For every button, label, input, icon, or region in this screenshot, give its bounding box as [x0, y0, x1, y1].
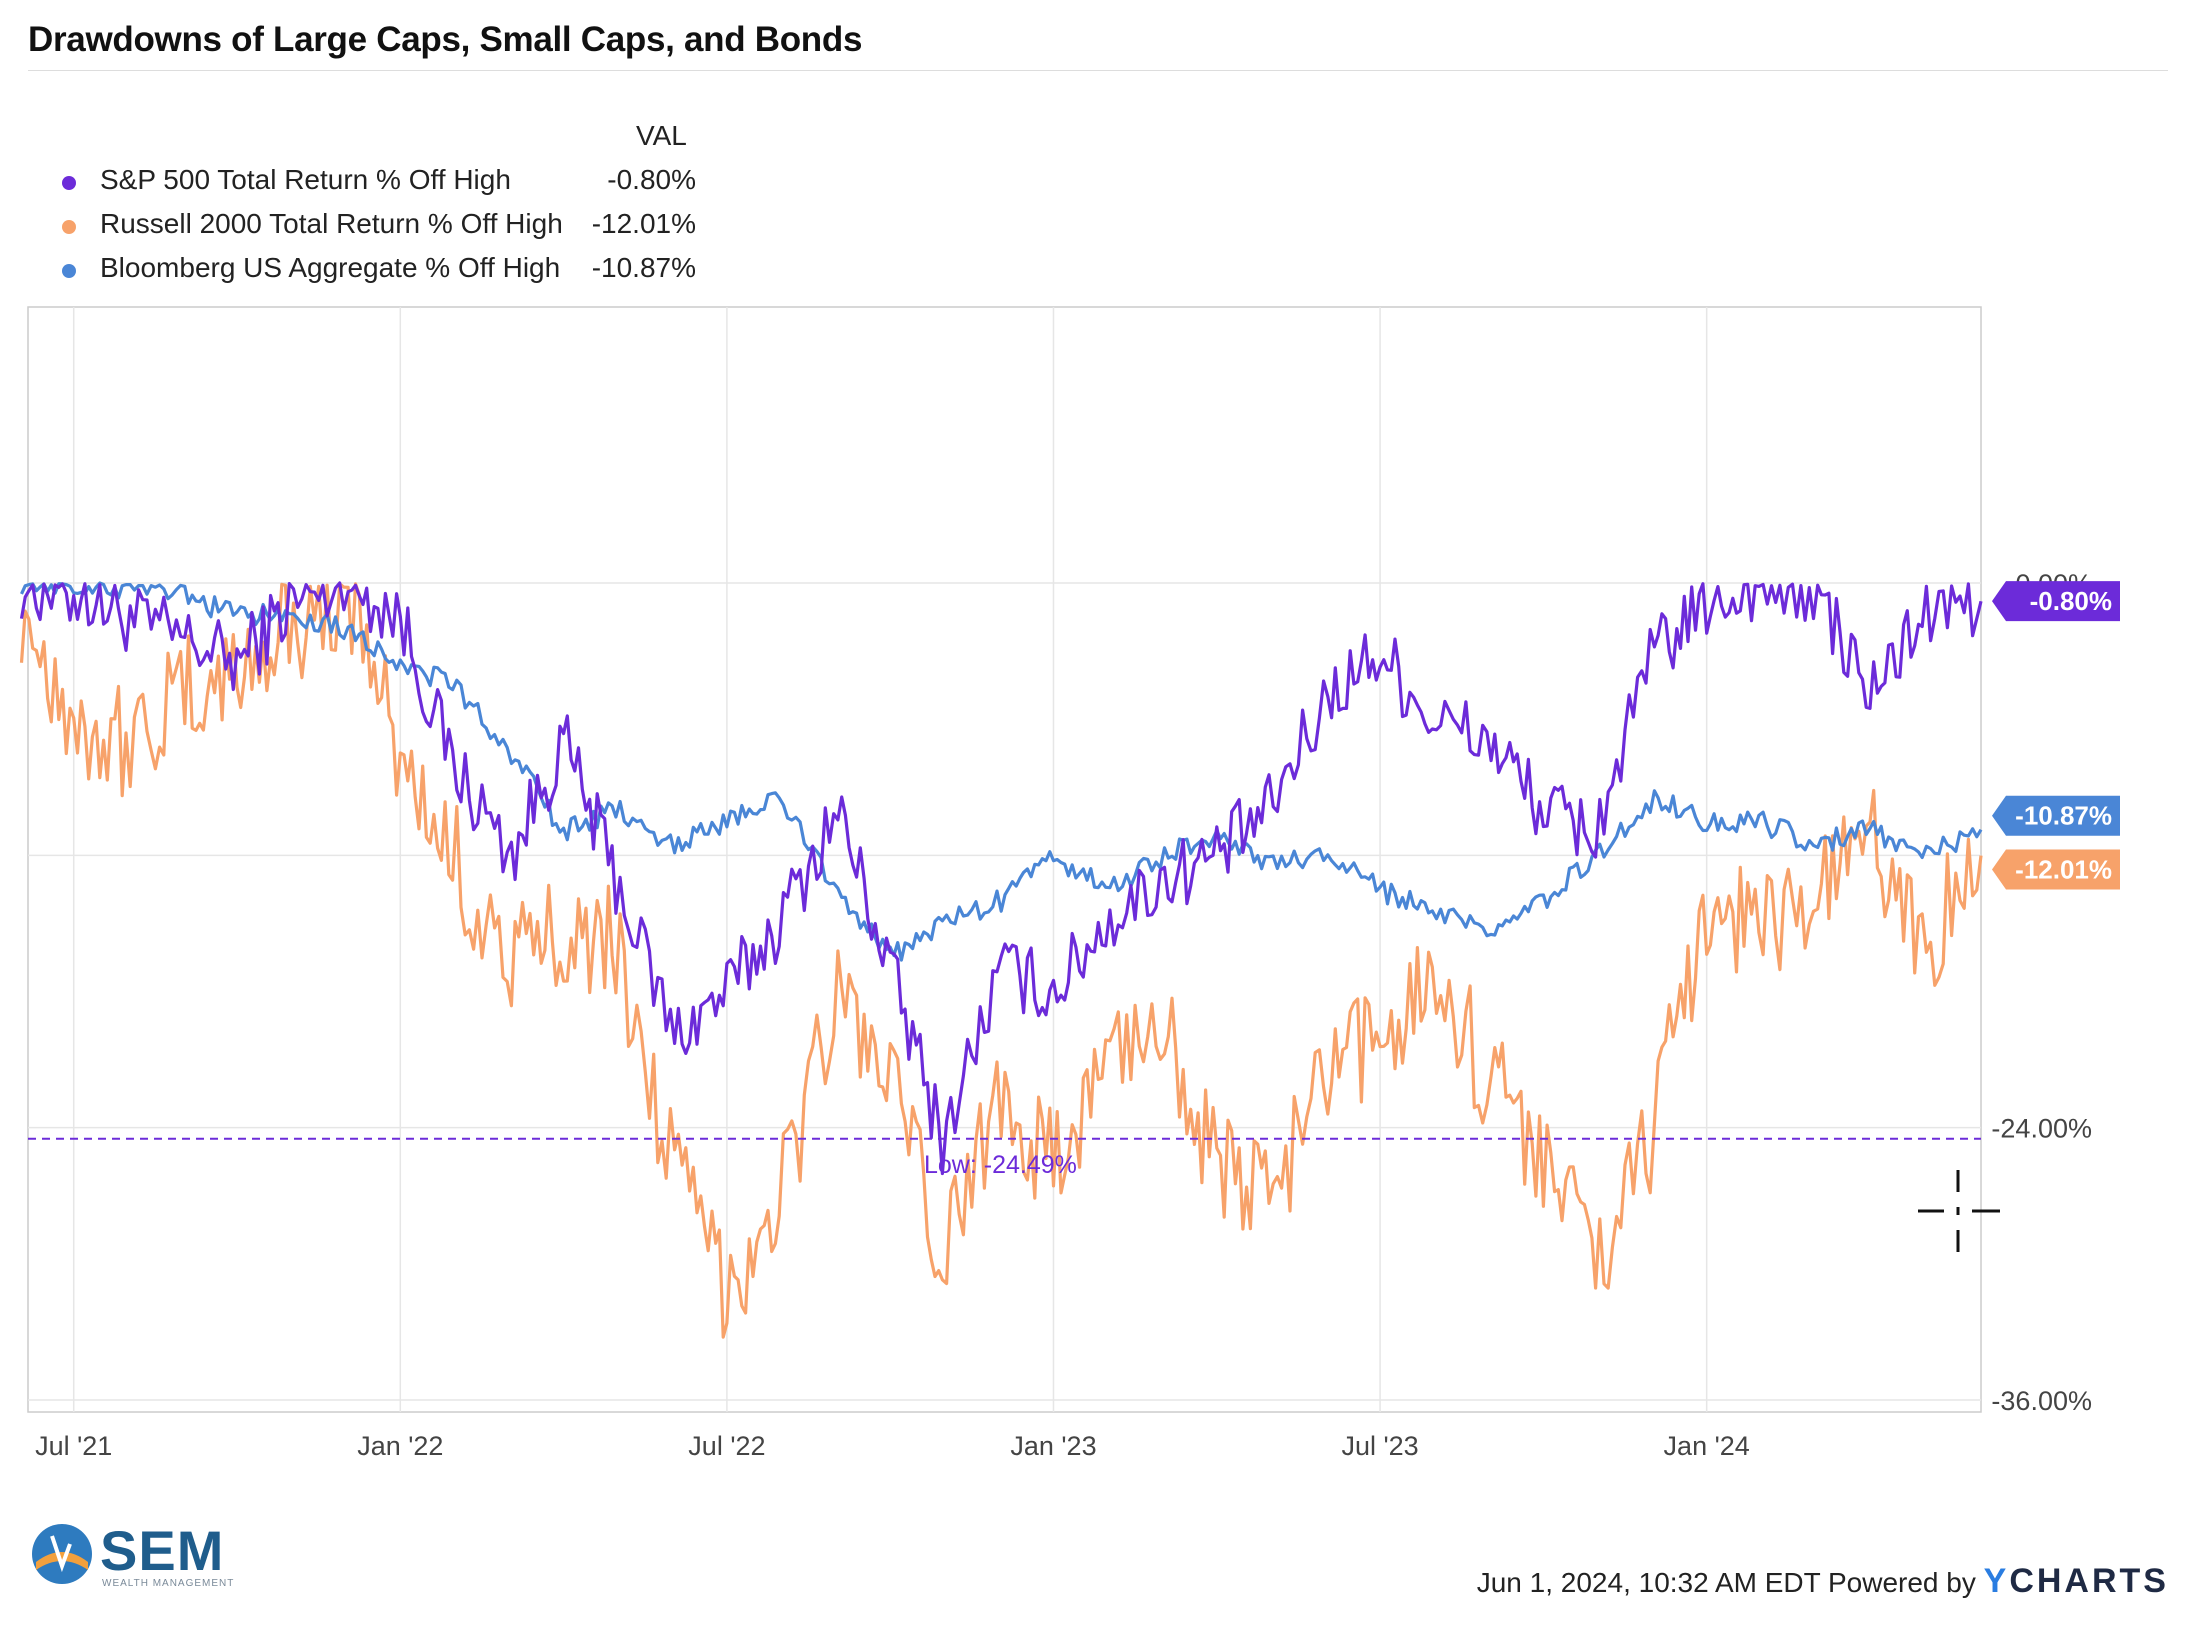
ycharts-logo-y: Y — [1983, 1562, 2010, 1600]
end-label-value: -12.01% — [2015, 855, 2112, 885]
grid-lines — [28, 307, 1981, 1412]
end-label-shape — [1992, 581, 2120, 622]
end-label-value: -10.87% — [2015, 801, 2112, 831]
sem-logo: SEM WEALTH MANAGEMENT — [30, 1519, 250, 1592]
end-label-tag: -12.01% — [1992, 849, 2120, 890]
x-tick-label: Jul '21 — [35, 1431, 112, 1461]
y-tick-label: -24.00% — [1991, 1114, 2092, 1144]
legend-dot-icon — [62, 220, 76, 234]
x-axis: Jul '21 Jan '22 Jul '22 Jan '23 Jul '23 Jan '… — [35, 1431, 1750, 1461]
legend-value: -0.80% — [607, 164, 696, 195]
legend-label: Bloomberg US Aggregate % Off High — [100, 252, 561, 283]
legend-value: -12.01% — [591, 208, 696, 239]
chart-title: Drawdowns of Large Caps, Small Caps, and… — [28, 20, 863, 59]
legend-item-russell2000[interactable]: Russell 2000 Total Return % Off High -12… — [56, 208, 696, 248]
legend-label: Russell 2000 Total Return % Off High — [100, 208, 563, 239]
legend-item-bloomberg-agg[interactable]: Bloomberg US Aggregate % Off High -10.87… — [56, 252, 696, 292]
series-line-1[interactable] — [19, 582, 1983, 1339]
legend-value: -10.87% — [591, 252, 696, 283]
legend-item-sp500[interactable]: S&P 500 Total Return % Off High -0.80% — [56, 164, 696, 204]
crosshair-cursor-icon — [1918, 1170, 2000, 1252]
legend-label: S&P 500 Total Return % Off High — [100, 164, 511, 195]
x-tick-label: Jul '22 — [688, 1431, 765, 1461]
legend-header: VAL — [636, 120, 687, 151]
x-tick-label: Jan '22 — [357, 1431, 443, 1461]
x-tick-label: Jan '24 — [1664, 1431, 1750, 1461]
end-label-tag: -0.80% — [1992, 581, 2120, 622]
x-tick-label: Jul '23 — [1341, 1431, 1418, 1461]
legend-dot-icon — [62, 176, 76, 190]
x-tick-label: Jan '23 — [1010, 1431, 1096, 1461]
series-line-2[interactable] — [20, 581, 1983, 962]
end-label-value: -0.80% — [2030, 586, 2112, 616]
ycharts-logo-rest: CHARTS — [2009, 1562, 2169, 1600]
logo-subtitle: WEALTH MANAGEMENT — [102, 1578, 235, 1589]
low-annotation: Low: -24.49% — [28, 1137, 1981, 1179]
logo-wordmark: SEM — [100, 1519, 225, 1582]
y-axis: 0.00%-24.00%-36.00% — [1991, 569, 2092, 1416]
y-tick-label: -36.00% — [1991, 1386, 2092, 1416]
low-label: Low: -24.49% — [924, 1151, 1077, 1179]
series-lines — [19, 581, 1983, 1339]
title-divider — [28, 70, 2168, 71]
end-labels: -0.80% -10.87% -12.01% — [1992, 581, 2120, 890]
footer: Jun 1, 2024, 10:32 AM EDT Powered by YCH… — [1477, 1562, 2169, 1601]
ycharts-logo[interactable]: YCHARTS — [1984, 1562, 2169, 1600]
end-label-shape — [1992, 849, 2120, 890]
series-line-0[interactable] — [19, 581, 1983, 1176]
end-label-shape — [1992, 795, 2120, 836]
sem-globe-icon — [32, 1524, 92, 1584]
footer-timestamp: Jun 1, 2024, 10:32 AM EDT Powered by — [1476, 1567, 1976, 1598]
plot-frame — [27, 306, 1982, 1413]
end-label-tag: -10.87% — [1992, 795, 2120, 836]
legend-dot-icon — [62, 264, 76, 278]
